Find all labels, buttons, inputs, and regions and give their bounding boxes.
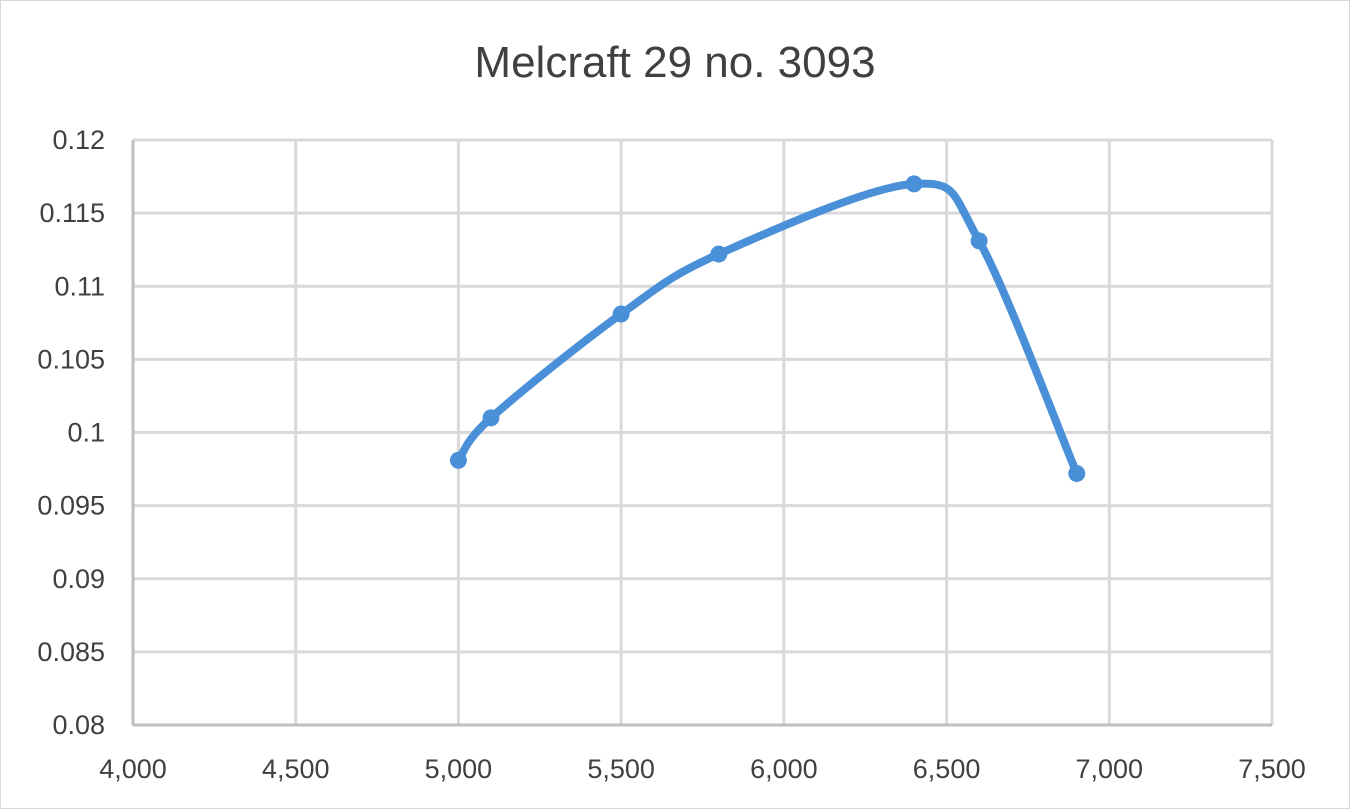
- y-tick-label: 0.095: [37, 491, 105, 521]
- data-point-marker: [710, 245, 728, 263]
- y-tick-labels: 0.08 0.085 0.09 0.095 0.1 0.105 0.11 0.115 0.12: [37, 125, 105, 740]
- chart-title: Melcraft 29 no. 3093: [474, 38, 876, 87]
- y-tick-label: 0.08: [52, 710, 105, 740]
- y-tick-label: 0.1: [67, 418, 105, 448]
- data-point-marker: [449, 451, 467, 469]
- data-point-marker: [482, 409, 500, 427]
- y-tick-label: 0.105: [37, 344, 105, 374]
- data-point-marker: [905, 175, 923, 193]
- axes: [131, 140, 1272, 727]
- x-tick-label: 5,500: [587, 754, 655, 784]
- x-tick-label: 6,000: [750, 754, 818, 784]
- x-tick-label: 7,500: [1238, 754, 1306, 784]
- y-tick-label: 0.115: [39, 198, 105, 228]
- data-point-marker: [970, 232, 988, 250]
- data-point-marker: [1068, 464, 1086, 482]
- x-tick-label: 4,000: [99, 754, 167, 784]
- x-tick-label: 5,000: [425, 754, 493, 784]
- x-tick-label: 7,000: [1075, 754, 1143, 784]
- y-tick-label: 0.12: [52, 125, 105, 155]
- y-tick-label: 0.085: [37, 637, 105, 667]
- x-tick-label: 6,500: [913, 754, 981, 784]
- y-tick-label: 0.09: [52, 564, 105, 594]
- x-tick-labels: 4,000 4,500 5,000 5,500 6,000 6,500 7,000 7,500: [99, 754, 1306, 784]
- x-tick-label: 4,500: [262, 754, 330, 784]
- data-point-marker: [612, 305, 630, 323]
- series-line: [454, 179, 1081, 478]
- y-tick-label: 0.11: [54, 271, 105, 301]
- grid-lines: [133, 138, 1274, 725]
- series-layer: [449, 175, 1086, 482]
